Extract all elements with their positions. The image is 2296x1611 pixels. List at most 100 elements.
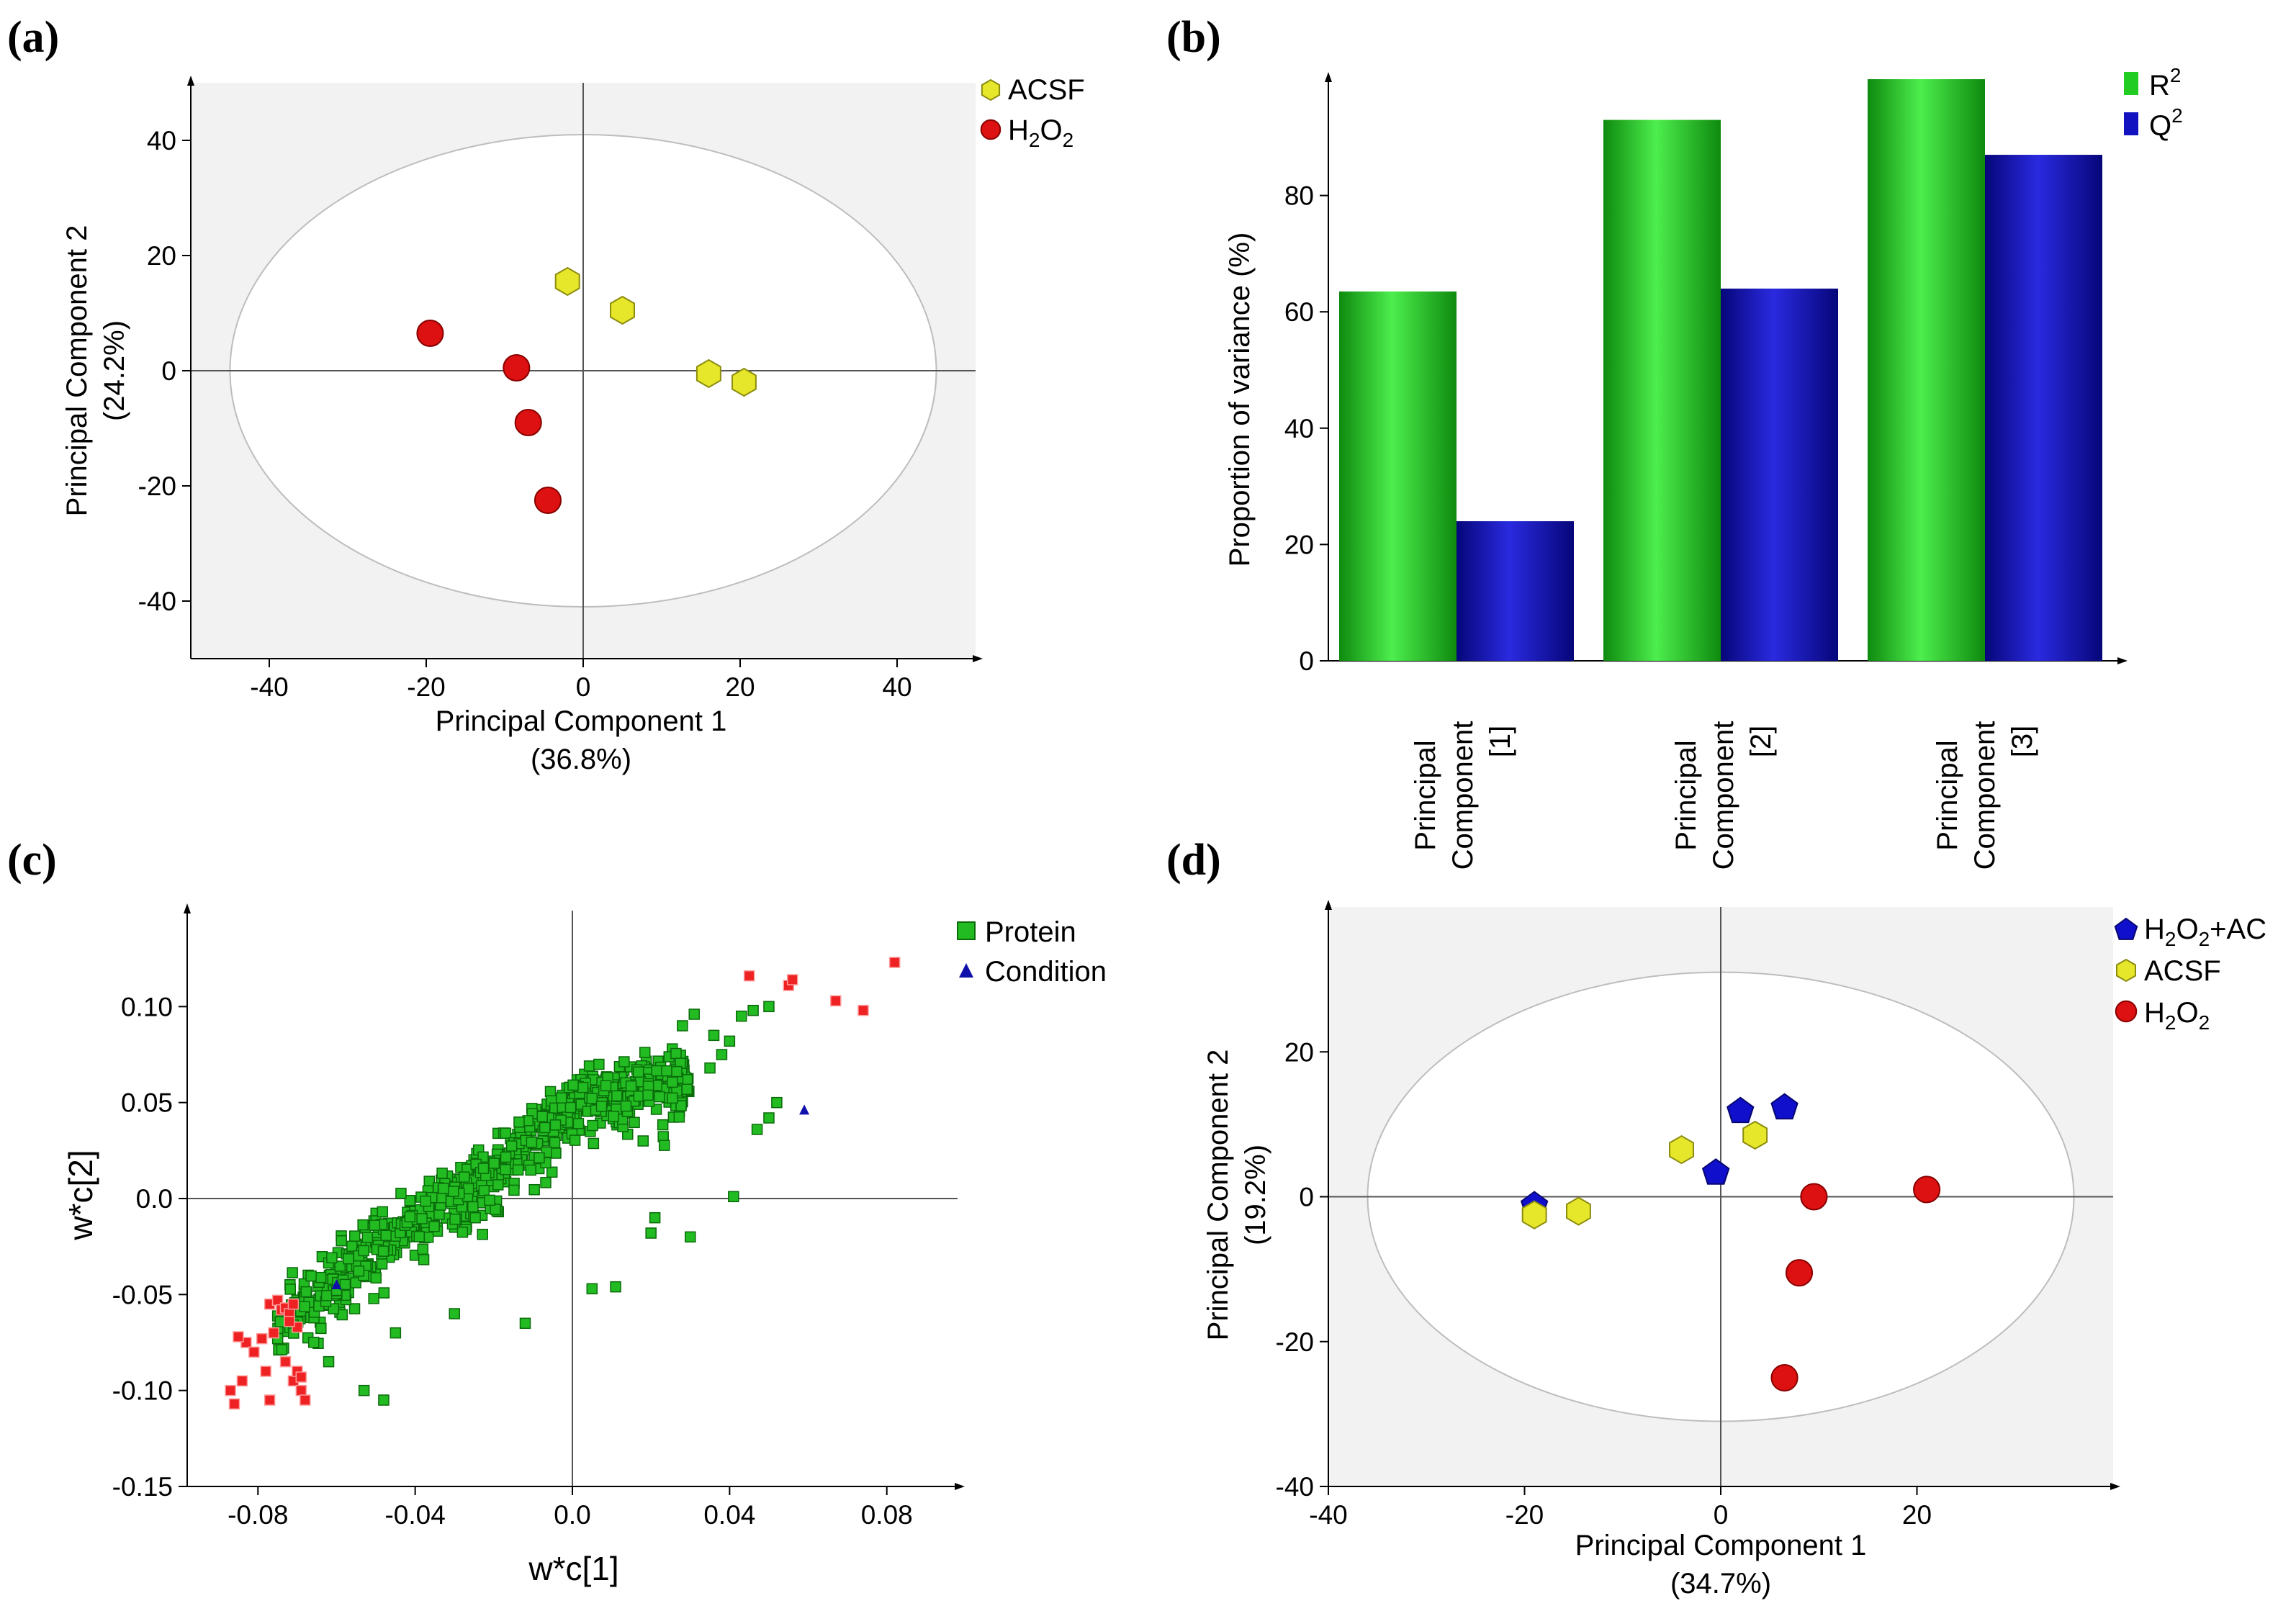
legend-label-condition: Condition (985, 956, 1107, 988)
score-point-hexagon (1566, 1196, 1591, 1226)
c-y-axis-arrow (184, 903, 191, 913)
protein-point (645, 1227, 657, 1239)
legend-marker-condition (959, 963, 973, 978)
protein-point (368, 1293, 379, 1304)
category-label-3-line3: [3] (2007, 726, 2038, 757)
outlier-point (284, 1315, 295, 1327)
outlier-point (264, 1394, 276, 1406)
x-axis-subtitle-a: (36.8%) (531, 744, 631, 775)
protein-point (593, 1058, 605, 1070)
protein-point (639, 1047, 651, 1058)
x-axis-title-a: Principal Component 1 (436, 705, 727, 737)
protein-point (654, 1091, 665, 1103)
protein-point (376, 1258, 388, 1270)
outlier-point (228, 1398, 240, 1410)
protein-point (673, 1111, 685, 1123)
b-y-tick-label: 60 (1284, 297, 1314, 327)
d-x-tick-label: -20 (1505, 1500, 1544, 1530)
a-y-tick-label: -40 (138, 587, 176, 616)
protein-point (416, 1213, 428, 1224)
outlier-point (295, 1384, 307, 1396)
protein-point (525, 1164, 536, 1176)
protein-point (670, 1047, 682, 1060)
protein-point (357, 1219, 369, 1231)
c-x-tick-label: -0.04 (384, 1500, 445, 1530)
protein-point (418, 1254, 430, 1265)
protein-point (448, 1186, 459, 1197)
protein-point (675, 1100, 687, 1111)
c-y-tick-label: -0.05 (112, 1280, 173, 1309)
y-axis-title-b: Proportion of variance (%) (1224, 233, 1256, 567)
legend-label-r2: R2 (2149, 64, 2181, 101)
category-label-2-line1: Principal (1670, 740, 1702, 850)
protein-point (671, 1065, 683, 1078)
protein-point (681, 1074, 693, 1086)
protein-point (651, 1065, 662, 1077)
protein-point (477, 1163, 490, 1174)
protein-point (577, 1081, 589, 1093)
c-y-tick-label: -0.10 (112, 1376, 173, 1406)
legend-marker-acsf-d (2116, 958, 2136, 983)
protein-point (564, 1101, 577, 1114)
protein-point (658, 1140, 670, 1151)
protein-point (586, 1283, 598, 1295)
protein-point (637, 1135, 649, 1147)
legend-circle (980, 119, 1001, 140)
protein-point (428, 1221, 440, 1232)
score-point-hexagon (1521, 1200, 1547, 1229)
protein-point (320, 1290, 333, 1301)
protein-point (492, 1179, 504, 1191)
bar-q2-pc3 (1985, 155, 2102, 662)
protein-point (462, 1183, 474, 1195)
protein-point (763, 1001, 775, 1013)
x-axis-title-d: Principal Component 1 (1575, 1530, 1867, 1561)
panel-b: (b) 0 20 40 60 80 Proportion of variance (%)… (1166, 13, 2183, 870)
c-x-tick-label: 0.04 (703, 1500, 755, 1530)
protein-point (618, 1056, 630, 1068)
category-label-1-line1: Principal (1410, 740, 1441, 850)
points-d (1520, 1093, 1941, 1392)
score-point-hexagon (731, 367, 757, 397)
protein-point (284, 1283, 296, 1295)
protein-point (307, 1336, 320, 1348)
bar-r2-pc2 (1603, 119, 1721, 661)
protein-point (572, 1118, 585, 1129)
protein-point (649, 1211, 661, 1224)
bar-r2-pc1 (1339, 291, 1457, 661)
legend-label-q2: Q2 (2149, 104, 2183, 142)
outlier-point (248, 1346, 260, 1358)
outlier-point (236, 1375, 248, 1387)
protein-point (540, 1177, 552, 1188)
outlier-point (233, 1331, 244, 1342)
protein-point (417, 1243, 429, 1255)
legend-label-h2o2: H2O2 (1008, 114, 1073, 151)
protein-point (377, 1206, 389, 1218)
protein-point (299, 1301, 310, 1312)
category-label-3-line1: Principal (1932, 740, 1963, 850)
a-y-tick-label: 40 (147, 126, 176, 155)
legend-b: R2 Q2 (2124, 64, 2183, 142)
protein-point (300, 1286, 312, 1298)
protein-point (361, 1232, 374, 1243)
protein-point (467, 1201, 479, 1213)
outlier-point (786, 974, 798, 985)
protein-point (438, 1183, 449, 1194)
legend-swatch-q2 (2124, 112, 2138, 135)
protein-point (555, 1092, 567, 1104)
outlier-point (260, 1366, 271, 1377)
score-point-circle (1785, 1259, 1814, 1287)
protein-point (513, 1116, 525, 1128)
y-axis-title-d: Principal Component 2 (1202, 1050, 1234, 1341)
a-x-tick-label: -40 (250, 672, 288, 702)
protein-point (685, 1231, 696, 1243)
legend-pentagon (2114, 917, 2138, 940)
legend-label-acsf: ACSF (1008, 74, 1085, 106)
outlier-point (857, 1004, 869, 1016)
protein-point (346, 1240, 358, 1253)
protein-point (404, 1195, 416, 1206)
protein-point (358, 1245, 369, 1257)
panel-d-label: (d) (1166, 836, 1221, 885)
protein-point (600, 1080, 612, 1092)
a-x-tick-label: 0 (576, 672, 591, 702)
legend-label-protein: Protein (985, 916, 1076, 948)
